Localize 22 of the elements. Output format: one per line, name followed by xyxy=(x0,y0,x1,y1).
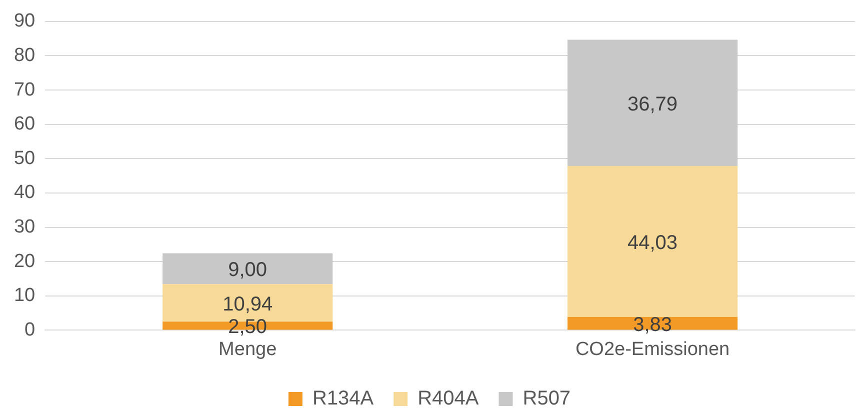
y-tick-label: 10 xyxy=(14,285,36,306)
data-label: 36,79 xyxy=(628,93,678,116)
x-tick-label: CO2e-Emissionen xyxy=(575,338,730,360)
y-tick-label: 60 xyxy=(14,114,36,135)
y-tick-label: 70 xyxy=(14,79,36,100)
bar xyxy=(567,166,738,318)
data-label: 9,00 xyxy=(228,259,268,282)
legend-label: R507 xyxy=(522,388,571,410)
bar xyxy=(567,40,738,166)
x-tick-label: Menge xyxy=(218,338,277,360)
y-tick-label: 40 xyxy=(14,182,36,204)
y-tick-label: 50 xyxy=(14,148,36,169)
bar xyxy=(162,253,333,284)
y-tick-label: 90 xyxy=(14,10,36,32)
data-label: 10,94 xyxy=(222,293,273,316)
legend-label: R134A xyxy=(312,388,374,410)
data-label: 44,03 xyxy=(628,232,678,254)
legend-label: R404A xyxy=(418,388,480,410)
y-tick-label: 0 xyxy=(24,319,36,340)
y-tick-label: 80 xyxy=(14,44,36,66)
y-tick-label: 30 xyxy=(14,216,36,238)
y-tick-label: 20 xyxy=(14,250,36,272)
